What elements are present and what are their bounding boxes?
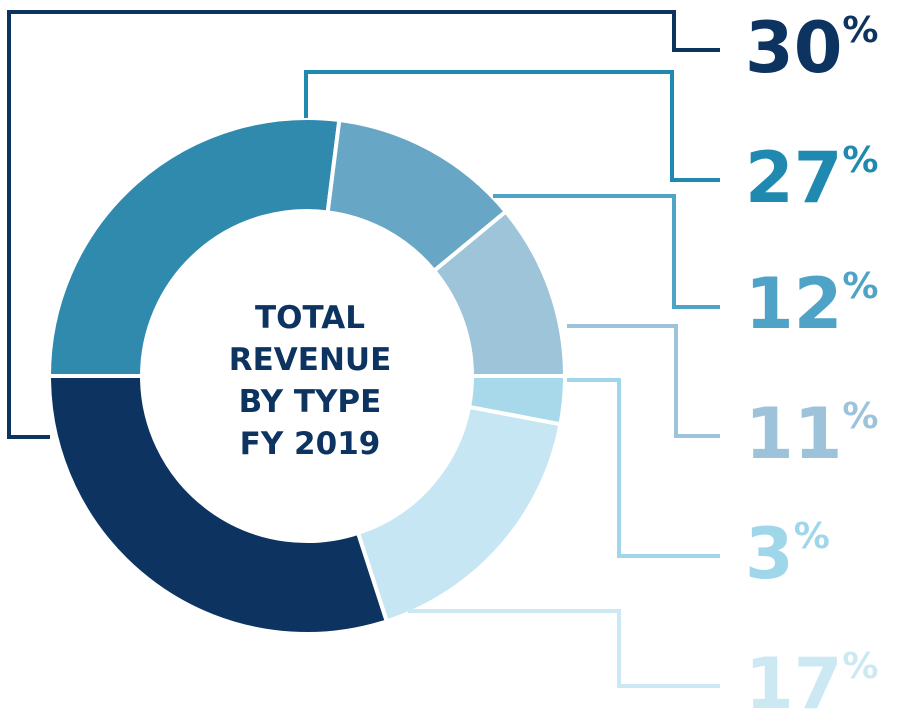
percent-labels: 30% 27% 12% 11% 3% 17% [745,7,879,721]
leader-line-12 [493,194,720,309]
percent-label-12: 12% [745,263,879,345]
leader-line-27 [304,70,720,182]
leader-line-17 [408,609,720,688]
leader-lines [7,10,720,688]
center-title-line-3: BY TYPE [239,384,382,420]
percent-label-30: 30% [745,7,879,89]
percent-label-27: 27% [745,137,879,219]
center-title-line-1: TOTAL [255,300,365,336]
leader-line-30 [7,10,720,439]
center-title: TOTAL REVENUE BY TYPE FY 2019 [229,300,392,462]
donut-slices [46,116,568,636]
leader-line-11 [567,324,720,438]
donut-slice-27 [46,116,342,378]
percent-label-17: 17% [745,643,879,721]
center-title-line-2: REVENUE [229,342,392,378]
donut-slice-17 [355,404,563,624]
center-title-line-4: FY 2019 [240,426,381,462]
percent-label-3: 3% [745,513,830,595]
percent-label-11: 11% [745,393,879,475]
donut-slice-30 [46,374,390,636]
leader-line-3 [567,378,720,558]
